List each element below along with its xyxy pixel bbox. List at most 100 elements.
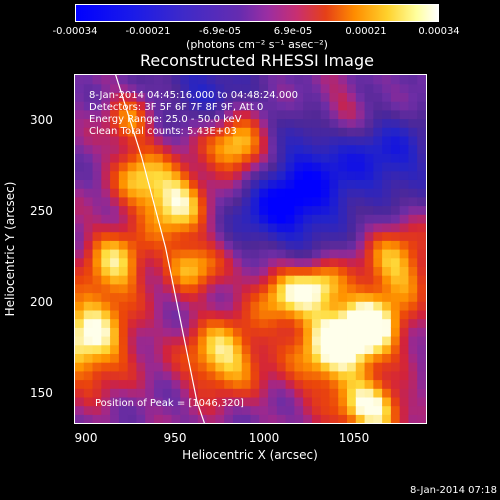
heatmap-cell	[189, 101, 199, 111]
heatmap-cell	[232, 101, 243, 111]
heatmap-cell	[408, 135, 418, 146]
heatmap-cell	[417, 388, 426, 398]
heatmap-cell	[364, 379, 374, 389]
heatmap-cell	[232, 92, 243, 102]
heatmap-cell	[232, 362, 243, 372]
heatmap-cell	[311, 101, 322, 111]
heatmap-cell	[408, 170, 418, 180]
heatmap-cell	[215, 75, 225, 85]
heatmap-cell	[232, 405, 243, 415]
heatmap-cell	[373, 240, 383, 250]
heatmap-cell	[118, 231, 129, 241]
heatmap-cell	[382, 414, 392, 423]
heatmap-cell	[303, 362, 313, 372]
heatmap-cell	[347, 301, 357, 311]
heatmap-cell	[83, 196, 94, 207]
heatmap-cell	[417, 370, 426, 381]
heatmap-cell	[110, 283, 120, 294]
heatmap-cell	[373, 92, 383, 102]
heatmap-cell	[259, 388, 269, 398]
heatmap-cell	[162, 283, 173, 294]
heatmap-cell	[118, 344, 129, 354]
heatmap-cell	[417, 275, 426, 285]
heatmap-cell	[145, 101, 155, 111]
heatmap-cell	[417, 257, 426, 267]
heatmap-cell	[303, 153, 313, 163]
heatmap-cell	[390, 153, 401, 163]
heatmap-cell	[268, 327, 278, 337]
heatmap-cell	[250, 83, 260, 93]
heatmap-cell	[75, 370, 85, 381]
heatmap-cell	[250, 222, 260, 233]
heatmap-cell	[92, 249, 102, 259]
heatmap-cell	[268, 414, 278, 423]
heatmap-cell	[92, 127, 102, 137]
heatmap-cell	[136, 135, 146, 146]
heatmap-cell	[320, 257, 331, 267]
heatmap-cell	[303, 405, 313, 415]
heatmap-cell	[338, 222, 348, 233]
heatmap-cell	[329, 92, 339, 102]
heatmap-cell	[118, 336, 129, 346]
heatmap-cell	[83, 231, 94, 241]
heatmap-cell	[259, 127, 269, 137]
colorbar-unit-label: (photons cm⁻² s⁻¹ asec⁻²)	[186, 38, 328, 51]
heatmap-cell	[382, 370, 392, 381]
heatmap-cell	[303, 144, 313, 154]
heatmap-cell	[92, 109, 102, 120]
heatmap-cell	[276, 240, 287, 250]
heatmap-cell	[83, 301, 94, 311]
heatmap-cell	[153, 75, 164, 85]
heatmap-cell	[259, 370, 269, 381]
heatmap-cell	[180, 405, 190, 415]
heatmap-cell	[136, 179, 146, 189]
x-tick-label: 900	[74, 431, 98, 445]
heatmap-cell	[259, 362, 269, 372]
heatmap-cell	[197, 231, 208, 241]
heatmap-cell	[75, 249, 85, 259]
heatmap-cell	[215, 92, 225, 102]
heatmap-cell	[390, 301, 401, 311]
heatmap-cell	[373, 101, 383, 111]
heatmap-cell	[171, 188, 181, 198]
heatmap-cell	[320, 353, 331, 363]
heatmap-cell	[250, 75, 260, 85]
heatmap-cell	[382, 405, 392, 415]
heatmap-cell	[110, 292, 120, 302]
heatmap-cell	[110, 222, 120, 233]
heatmap-cell	[162, 266, 173, 276]
heatmap-cell	[320, 127, 331, 137]
heatmap-cell	[417, 118, 426, 128]
heatmap-cell	[373, 257, 383, 267]
heatmap-cell	[399, 266, 410, 276]
heatmap-cell	[232, 179, 243, 189]
heatmap-cell	[92, 83, 102, 93]
heatmap-cell	[364, 205, 374, 215]
heatmap-cell	[224, 118, 234, 128]
heatmap-cell	[171, 153, 181, 163]
heatmap-cell	[259, 327, 269, 337]
heatmap-cell	[75, 83, 85, 93]
heatmap-cell	[259, 162, 269, 172]
heatmap-cell	[127, 309, 138, 320]
heatmap-cell	[364, 283, 374, 294]
heatmap-cell	[180, 249, 190, 259]
heatmap-cell	[75, 231, 85, 241]
heatmap-cell	[329, 75, 339, 85]
heatmap-cell	[329, 101, 339, 111]
heatmap-cell	[197, 153, 208, 163]
heatmap-cell	[347, 266, 357, 276]
heatmap-cell	[399, 222, 410, 233]
heatmap-cell	[206, 135, 216, 146]
heatmap-cell	[241, 179, 252, 189]
heatmap-cell	[197, 135, 208, 146]
heatmap-cell	[250, 109, 260, 120]
heatmap-cell	[145, 170, 155, 180]
heatmap-cell	[110, 309, 120, 320]
heatmap-cell	[171, 101, 181, 111]
heatmap-cell	[250, 266, 260, 276]
heatmap-cell	[153, 405, 164, 415]
heatmap-cell	[399, 414, 410, 423]
heatmap-cell	[136, 188, 146, 198]
heatmap-cell	[215, 257, 225, 267]
